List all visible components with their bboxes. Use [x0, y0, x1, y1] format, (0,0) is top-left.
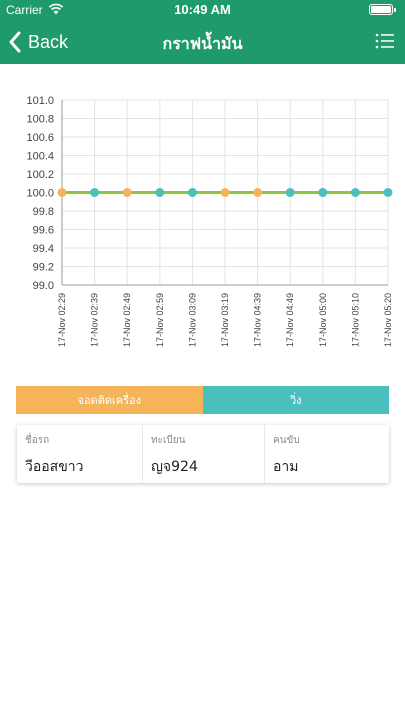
list-menu-icon[interactable]: [375, 32, 395, 50]
car-name-label: ชื่อรถ: [25, 435, 50, 446]
y-tick-label: 100.6: [26, 132, 54, 144]
x-tick-label: 17-Nov 02:39: [90, 293, 100, 347]
plate-cell: ทะเบียน ญจ924: [142, 425, 264, 483]
vehicle-info-card: ชื่อรถ วีออสขาว ทะเบียน ญจ924 คนขับ อาม: [17, 425, 389, 483]
y-tick-label: 99.6: [33, 225, 54, 237]
driver-label: คนขับ: [273, 435, 300, 446]
x-tick-label: 17-Nov 02:59: [155, 293, 165, 347]
data-point: [285, 188, 295, 197]
plate-label: ทะเบียน: [151, 435, 186, 446]
data-point: [90, 188, 100, 197]
x-tick-label: 17-Nov 03:09: [187, 293, 197, 347]
x-tick-label: 17-Nov 02:29: [57, 293, 67, 347]
y-tick-label: 100.2: [26, 169, 54, 181]
data-point: [220, 188, 230, 197]
x-tick-label: 17-Nov 05:00: [318, 293, 328, 347]
carrier-label: Carrier: [6, 3, 43, 17]
data-point: [122, 188, 132, 197]
y-tick-label: 101.0: [26, 95, 54, 107]
y-tick-label: 99.4: [33, 243, 54, 255]
y-tick-label: 99.2: [33, 262, 54, 274]
wifi-icon: [48, 3, 64, 15]
engine-idle-segment: จอดติดเครื่อง: [16, 386, 203, 414]
status-legend-bar: จอดติดเครื่อง วิ่ง: [16, 386, 389, 414]
x-tick-label: 17-Nov 03:19: [220, 293, 230, 347]
y-tick-label: 100.4: [26, 151, 54, 163]
chevron-left-icon: [9, 31, 21, 53]
running-segment: วิ่ง: [202, 386, 389, 414]
data-point: [383, 188, 393, 197]
data-point: [253, 188, 263, 197]
page-title: กราฟน้ำมัน: [162, 34, 243, 53]
car-name-value: วีออสขาว: [25, 459, 84, 475]
driver-value: อาม: [273, 459, 299, 475]
data-point: [350, 188, 360, 197]
x-tick-label: 17-Nov 02:49: [122, 293, 132, 347]
y-tick-label: 99.0: [33, 280, 54, 292]
navigation-bar: Back กราฟน้ำมัน: [0, 20, 405, 64]
data-point: [187, 188, 197, 197]
data-point: [57, 188, 67, 197]
data-point: [155, 188, 165, 197]
x-tick-label: 17-Nov 05:10: [350, 293, 360, 347]
fuel-line-chart: 99.0 99.2 99.4 99.6 99.8 100.0 100.2 100.4 100.6…: [26, 95, 393, 347]
plate-value: ญจ924: [151, 459, 198, 475]
driver-cell: คนขับ อาม: [264, 425, 389, 483]
status-bar: Carrier 10:49 AM: [0, 0, 405, 20]
top-bar: Carrier 10:49 AM Back กราฟน้ำมัน: [0, 0, 405, 64]
x-tick-label: 17-Nov 05:20: [383, 293, 393, 347]
x-tick-label: 17-Nov 04:39: [253, 293, 263, 347]
back-button[interactable]: Back: [8, 28, 68, 56]
car-name-cell: ชื่อรถ วีออสขาว: [17, 425, 142, 483]
status-time: 10:49 AM: [174, 2, 231, 17]
battery-icon: [369, 4, 396, 15]
y-tick-label: 100.8: [26, 114, 54, 126]
y-tick-label: 99.8: [33, 206, 54, 218]
data-point: [318, 188, 328, 197]
back-label: Back: [28, 31, 69, 52]
x-tick-label: 17-Nov 04:49: [285, 293, 295, 347]
y-tick-label: 100.0: [26, 188, 54, 200]
